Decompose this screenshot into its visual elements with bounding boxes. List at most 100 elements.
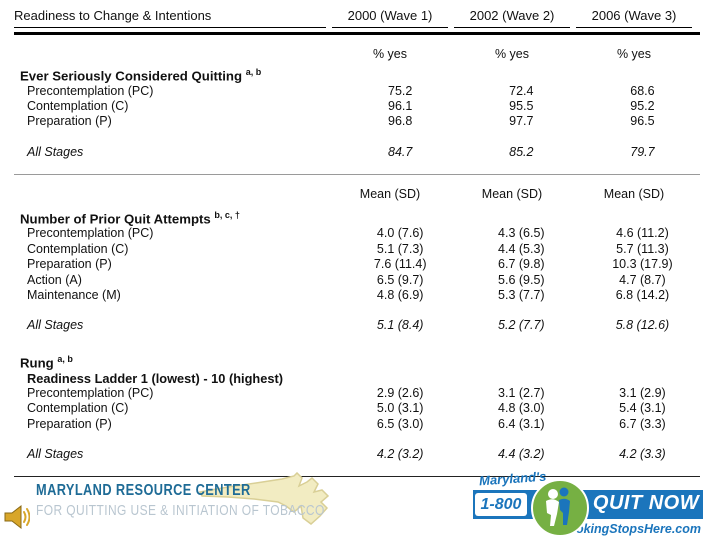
row-label: Contemplation (C): [27, 99, 129, 114]
value-cell-wave-2: 3.1 (2.7): [498, 386, 545, 401]
row-label: Preparation (P): [27, 114, 112, 129]
row-label: Readiness Ladder 1 (lowest) - 10 (highes…: [27, 370, 283, 386]
row-label: Precontemplation (PC): [27, 83, 154, 98]
value-cell-wave-1: 75.2: [388, 83, 413, 98]
quitline-url[interactable]: SmokingStopsHere.com: [556, 522, 701, 536]
measure-header-row: Mean (SD) Mean (SD) Mean (SD): [14, 187, 700, 202]
value-cell-wave-1: 4.8 (6.9): [376, 288, 424, 303]
value-cell-wave-2: 4.8 (3.0): [498, 401, 545, 416]
value-cell-wave-3: 68.6: [630, 83, 655, 98]
row-label: Contemplation (C): [27, 401, 129, 416]
table-title: Readiness to Change & Intentions: [14, 8, 326, 29]
table-header-row: Readiness to Change & Intentions 2000 (W…: [14, 8, 700, 29]
value-cell-wave-1: 4.2 (3.2): [376, 447, 424, 462]
row-label: Precontemplation (PC): [27, 386, 154, 401]
section-subheader-row: Readiness Ladder 1 (lowest) - 10 (highes…: [14, 371, 700, 386]
row-label: Maintenance (M): [27, 288, 121, 303]
value-cell-wave-3: Mean (SD): [603, 187, 665, 202]
footer: MARYLAND RESOURCE CENTER FOR QUITTING US…: [0, 462, 720, 540]
table-row: Contemplation (C) 5.1 (7.3) 4.4 (5.3) 5.7 (…: [14, 242, 700, 257]
wave-header-1: 2000 (Wave 1): [332, 8, 448, 29]
table-row: Action (A) 6.5 (9.7) 5.6 (9.5) 4.7 (8.7): [14, 273, 700, 288]
value-cell-wave-3: 3.1 (2.9): [619, 386, 666, 401]
value-cell-wave-2: 72.4: [509, 83, 534, 98]
value-cell-wave-3: 5.7 (11.3): [616, 241, 669, 256]
table-body: % yes % yes % yes Ever Seriously Considered…: [14, 47, 700, 462]
table-row: Preparation (P) 7.6 (11.4) 6.7 (9.8) 10.3 (…: [14, 257, 700, 272]
table-row: Precontemplation (PC) 2.9 (2.6) 3.1 (2.7) 3…: [14, 386, 700, 401]
value-cell-wave-1: 96.8: [388, 114, 413, 129]
row-label: Preparation (P): [27, 257, 112, 272]
value-cell-wave-2: % yes: [494, 47, 530, 62]
maryland-state-map-icon: [198, 472, 330, 525]
value-cell-wave-1: 96.1: [388, 99, 413, 114]
value-cell-wave-3: 10.3 (17.9): [612, 257, 673, 272]
section-title: Ever Seriously Considered Quitting a, b: [20, 66, 262, 84]
value-cell-wave-2: 4.3 (6.5): [498, 226, 545, 241]
value-cell-wave-2: 97.7: [509, 114, 534, 129]
value-cell-wave-3: 96.5: [630, 114, 655, 129]
value-cell-wave-2: 5.3 (7.7): [498, 288, 545, 303]
table-row: Contemplation (C) 5.0 (3.1) 4.8 (3.0) 5.4 (…: [14, 401, 700, 416]
row-label: All Stages: [27, 318, 84, 333]
header-rule: [14, 32, 700, 36]
value-cell-wave-2: 5.6 (9.5): [498, 272, 545, 287]
speaker-audio-icon[interactable]: [4, 503, 30, 531]
value-cell-wave-3: 6.8 (14.2): [615, 288, 670, 303]
section-header-row: Ever Seriously Considered Quitting a, b: [14, 65, 700, 84]
table-section: % yes % yes % yes Ever Seriously Considered…: [14, 47, 700, 160]
value-cell-wave-1: 6.5 (3.0): [376, 416, 424, 431]
table-row: Contemplation (C) 96.1 95.5 95.2: [14, 99, 700, 114]
table-row: Preparation (P) 6.5 (3.0) 6.4 (3.1) 6.7 (3.…: [14, 417, 700, 432]
summary-row: All Stages 4.2 (3.2) 4.4 (3.2) 4.2 (3.3): [14, 447, 700, 462]
value-cell-wave-1: 5.1 (7.3): [376, 241, 424, 256]
value-cell-wave-3: 4.2 (3.3): [619, 447, 666, 462]
value-cell-wave-2: Mean (SD): [481, 187, 543, 202]
value-cell-wave-2: 5.2 (7.7): [498, 318, 545, 333]
readiness-table: Readiness to Change & Intentions 2000 (W…: [14, 8, 700, 477]
table-row: Maintenance (M) 4.8 (6.9) 5.3 (7.7) 6.8 (14…: [14, 288, 700, 303]
value-cell-wave-3: 4.7 (8.7): [619, 272, 666, 287]
section-header-row: Rung a, b: [14, 352, 700, 371]
section-title: Rung a, b: [20, 353, 73, 371]
section-title: Number of Prior Quit Attempts b, c, †: [20, 209, 240, 227]
value-cell-wave-2: 6.7 (9.8): [498, 257, 545, 272]
value-cell-wave-3: 6.7 (3.3): [619, 416, 666, 431]
value-cell-wave-1: 6.5 (9.7): [376, 272, 424, 287]
row-label: Contemplation (C): [27, 241, 129, 256]
table-section: Rung a, b Readiness Ladder 1 (lowest) - 1…: [14, 352, 700, 463]
table-bottom-rule: [14, 475, 700, 477]
value-cell-wave-2: 6.4 (3.1): [498, 416, 545, 431]
value-cell-wave-1: 4.0 (7.6): [376, 226, 424, 241]
row-label: Precontemplation (PC): [27, 226, 154, 241]
section-superscript: b, c, †: [214, 209, 240, 220]
value-cell-wave-3: 95.2: [630, 99, 655, 114]
value-cell-wave-3: 79.7: [630, 144, 655, 159]
two-people-icon: [531, 479, 589, 537]
row-label: All Stages: [27, 447, 84, 462]
section-superscript: a, b: [57, 353, 73, 364]
value-cell-wave-2: 4.4 (3.2): [498, 447, 545, 462]
quitline-number: 1-800: [480, 495, 522, 513]
section-header-row: Number of Prior Quit Attempts b, c, †: [14, 208, 700, 227]
row-label: Action (A): [27, 272, 82, 287]
row-label: All Stages: [27, 144, 84, 159]
table-section: Mean (SD) Mean (SD) Mean (SD) Number of Pri…: [14, 187, 700, 334]
value-cell-wave-2: 4.4 (5.3): [498, 241, 545, 256]
brand-logo: MARYLAND RESOURCE CENTER FOR QUITTING US…: [36, 482, 397, 519]
table-row: Precontemplation (PC) 75.2 72.4 68.6: [14, 84, 700, 99]
value-cell-wave-1: Mean (SD): [359, 187, 421, 202]
wave-header-3: 2006 (Wave 3): [576, 8, 692, 29]
section-divider: [14, 174, 700, 176]
quitline-label: QUIT NOW: [592, 492, 700, 514]
value-cell-wave-3: 5.4 (3.1): [619, 401, 666, 416]
section-superscript: a, b: [245, 66, 262, 77]
measure-header-row: % yes % yes % yes: [14, 47, 700, 62]
value-cell-wave-1: 2.9 (2.6): [376, 386, 424, 401]
table-row: Preparation (P) 96.8 97.7 96.5: [14, 114, 700, 129]
table-row: Precontemplation (PC) 4.0 (7.6) 4.3 (6.5) 4…: [14, 226, 700, 241]
value-cell-wave-3: 5.8 (12.6): [615, 318, 670, 333]
value-cell-wave-3: % yes: [616, 47, 652, 62]
row-label: Preparation (P): [27, 416, 112, 431]
